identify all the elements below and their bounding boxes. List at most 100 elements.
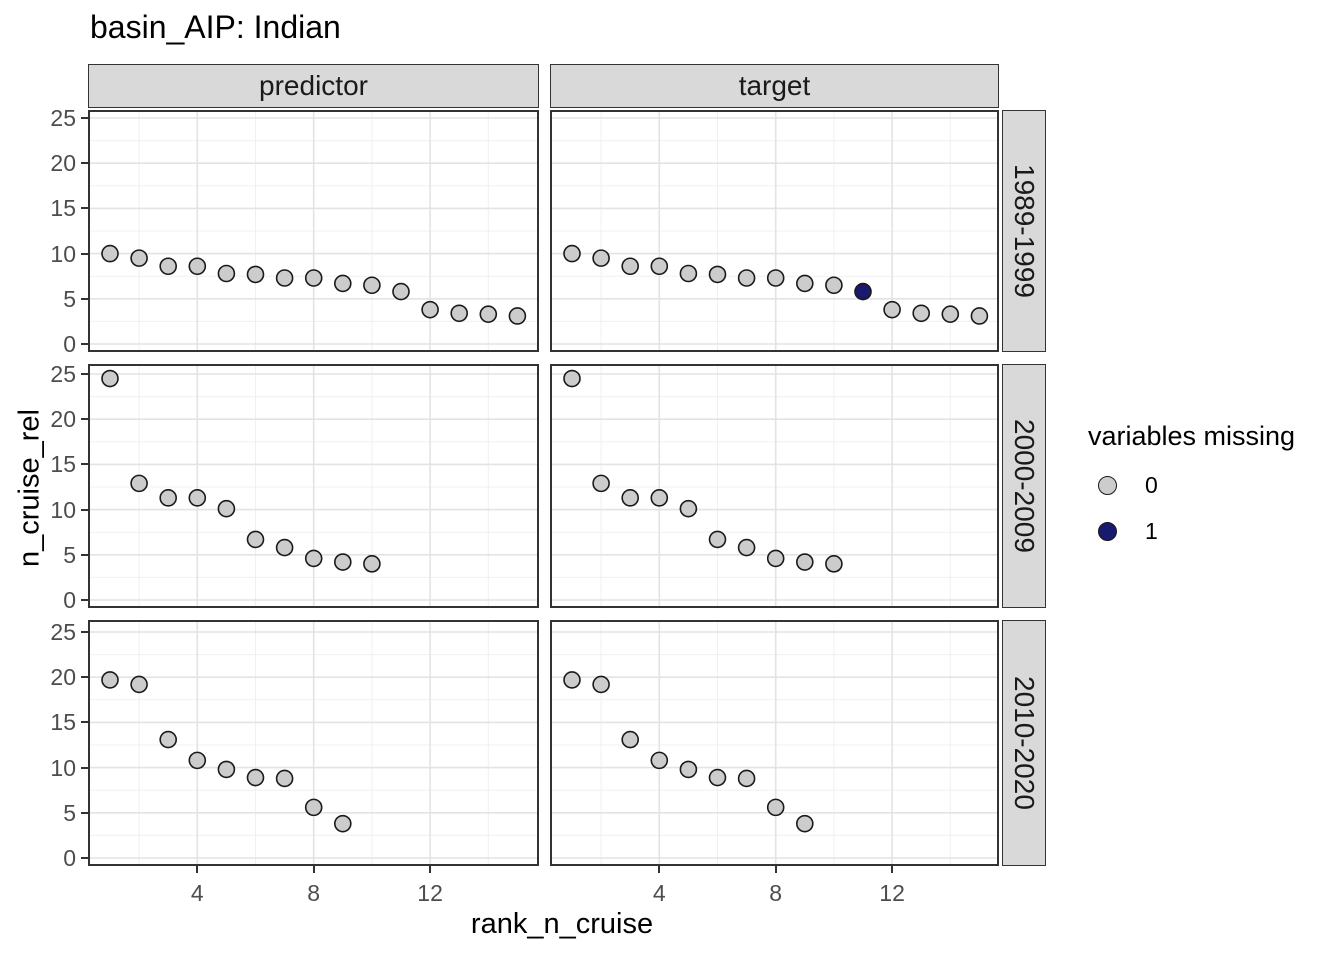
y-tick-label: 10	[50, 240, 76, 267]
y-tick-label: 20	[50, 406, 76, 433]
data-point	[796, 814, 814, 833]
facet-row-label-1989-1999: 1989-1999	[1009, 164, 1040, 298]
legend-swatch-missing-1	[1098, 521, 1117, 541]
legend-label-missing-1: 1	[1145, 517, 1158, 544]
data-point	[679, 264, 698, 283]
data-point	[363, 555, 381, 573]
legend-label-missing-0: 0	[1145, 471, 1158, 498]
data-point	[796, 274, 814, 293]
data-point	[825, 276, 843, 295]
y-tick-mark	[81, 207, 88, 210]
x-tick-mark	[774, 866, 777, 873]
data-point	[363, 276, 381, 295]
facet-row-label-2010-2020: 2010-2020	[1009, 676, 1040, 810]
data-point	[766, 269, 785, 287]
data-point	[650, 751, 669, 770]
legend: variables missing 0 1	[1088, 420, 1295, 554]
y-tick-mark	[81, 297, 88, 300]
plot-title: basin_AIP: Indian	[90, 9, 341, 45]
data-point	[101, 369, 119, 388]
data-point	[708, 265, 727, 284]
data-point	[912, 304, 931, 323]
data-point	[304, 549, 323, 568]
y-tick-mark	[81, 117, 88, 119]
data-point	[650, 489, 669, 507]
y-tick-label: 15	[50, 451, 76, 478]
y-tick-label: 15	[50, 195, 76, 222]
data-point	[796, 553, 814, 571]
data-point	[737, 269, 756, 287]
data-point	[217, 499, 236, 518]
panel-target-1989-1999	[550, 110, 999, 352]
x-tick-mark	[196, 866, 199, 873]
data-point	[130, 249, 148, 267]
data-point	[621, 257, 639, 276]
facet-row-label-2000-2009: 2000-2009	[1009, 419, 1040, 553]
data-point	[159, 257, 177, 276]
y-tick-label: 10	[50, 496, 76, 523]
facet-col-strip-predictor: predictor	[88, 64, 539, 108]
y-tick-label: 10	[50, 754, 76, 781]
x-tick-label: 12	[417, 880, 443, 906]
data-point	[563, 369, 581, 388]
data-point	[592, 474, 610, 493]
data-point	[217, 760, 236, 779]
y-tick-label: 20	[50, 150, 76, 177]
facet-row-strip-1989-1999: 1989-1999	[1002, 110, 1046, 352]
data-point	[621, 489, 639, 507]
y-tick-mark	[81, 599, 88, 601]
panel-target-2010-2020	[550, 620, 999, 866]
y-tick-label: 15	[50, 709, 76, 736]
data-point	[737, 538, 756, 557]
legend-swatch-missing-0	[1098, 475, 1117, 495]
data-point	[188, 751, 207, 770]
data-point	[246, 768, 265, 787]
legend-title: variables missing	[1088, 421, 1296, 451]
y-tick-mark	[81, 343, 88, 345]
data-point	[217, 264, 236, 283]
y-tick-label: 20	[50, 664, 76, 691]
data-point	[766, 798, 785, 817]
facet-col-strip-target: target	[550, 64, 999, 108]
data-point	[101, 671, 119, 689]
facet-row-strip-2010-2020: 2010-2020	[1002, 620, 1046, 866]
data-point	[883, 300, 901, 319]
data-point	[621, 730, 639, 749]
legend-item-1: 1	[1088, 508, 1295, 554]
data-point	[334, 553, 352, 571]
data-point	[970, 307, 989, 325]
y-tick-mark	[81, 463, 88, 466]
facet-col-label-predictor: predictor	[259, 70, 368, 101]
y-tick-mark	[81, 811, 88, 814]
data-point	[766, 549, 785, 568]
data-point	[334, 814, 352, 833]
data-point	[679, 499, 698, 518]
y-axis-title: n_cruise_rel	[13, 409, 46, 567]
x-tick-label: 4	[652, 880, 666, 906]
y-tick-mark	[81, 418, 88, 421]
y-tick-mark	[81, 857, 88, 859]
y-tick-label: 5	[63, 285, 76, 312]
y-tick-label: 5	[63, 541, 76, 568]
data-point	[275, 269, 294, 287]
data-point	[188, 489, 207, 507]
x-axis-title: rank_n_cruise	[470, 908, 654, 940]
data-point	[101, 244, 119, 263]
data-point	[941, 305, 960, 323]
y-tick-mark	[81, 373, 88, 375]
data-point	[592, 675, 610, 694]
panel-predictor-2000-2009	[88, 364, 539, 608]
x-tick-label: 12	[879, 880, 905, 906]
data-point	[479, 305, 498, 323]
data-point	[304, 798, 323, 817]
data-point	[708, 530, 727, 549]
data-point	[708, 768, 727, 787]
data-point	[275, 769, 294, 788]
y-tick-mark	[81, 676, 88, 679]
y-tick-mark	[81, 631, 88, 633]
data-point	[246, 530, 265, 549]
x-tick-label: 8	[307, 880, 321, 906]
data-point	[275, 538, 294, 557]
y-tick-mark	[81, 766, 88, 769]
y-tick-mark	[81, 162, 88, 165]
